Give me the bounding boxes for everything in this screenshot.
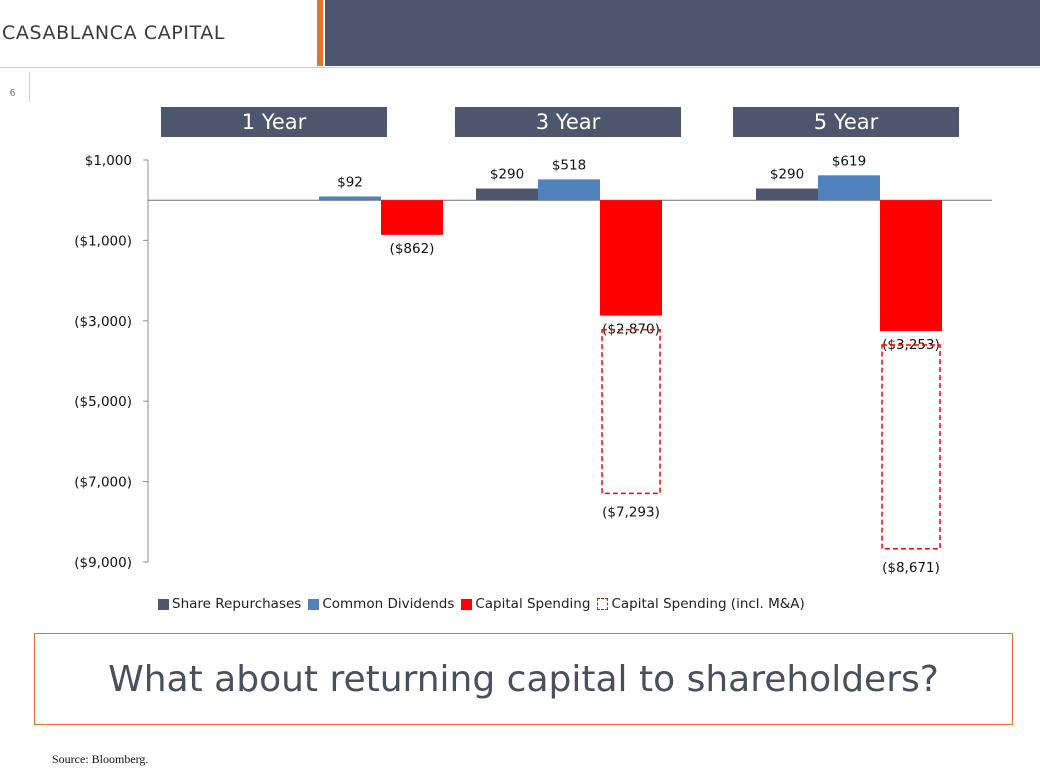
y-tick-label: ($5,000) (74, 394, 132, 410)
header-divider (0, 67, 1040, 68)
source-note: Source: Bloomberg. (52, 752, 149, 766)
y-tick-label: ($3,000) (74, 314, 132, 330)
common-dividends-bar-5-year (818, 175, 880, 201)
capital-spending-ma-data-label-5-year: ($8,671) (882, 560, 940, 576)
capital-spending-bar-5-year (880, 200, 942, 331)
header-band (325, 0, 1040, 66)
page-number: 6 (10, 88, 15, 99)
legend-item-share-repurchases: Share Repurchases (158, 596, 301, 612)
legend-label-share-repurchases: Share Repurchases (172, 596, 302, 612)
legend-swatch-capital-spending-ma (597, 598, 609, 610)
common-dividends-data-label-3-year: $518 (552, 157, 586, 173)
period-header-3-year: 3 Year (455, 107, 681, 137)
legend-swatch-share-repurchases (158, 598, 169, 610)
chart-legend: Share Repurchases Common Dividends Capit… (158, 596, 812, 612)
share-repurchases-bar-5-year (756, 188, 818, 201)
period-header-5-year: 5 Year (733, 107, 959, 137)
brand-logo: CASABLANCA CAPITAL (0, 0, 318, 66)
callout-text: What about returning capital to sharehol… (108, 658, 939, 700)
capital-spending-data-label-1-year: ($862) (390, 241, 435, 257)
legend-label-capital-spending-ma: Capital Spending (incl. M&A) (611, 596, 805, 612)
legend-label-common-dividends: Common Dividends (322, 596, 455, 612)
legend-item-common-dividends: Common Dividends (308, 596, 454, 612)
legend-swatch-capital-spending (461, 598, 473, 610)
y-tick-label: $1,000 (85, 153, 132, 169)
y-tick-label: ($9,000) (74, 555, 132, 571)
share-repurchases-data-label-3-year: $290 (490, 167, 524, 183)
capital-spending-bar-3-year (600, 200, 662, 316)
legend-item-capital-spending-ma: Capital Spending (incl. M&A) (597, 596, 805, 612)
capital-spending-ma-bar-3-year (601, 328, 661, 495)
period-header-1-year: 1 Year (161, 107, 387, 137)
capital-allocation-chart: $1,000 ($1,000) ($3,000) ($5,000) ($7,000) ($… (74, 153, 992, 576)
common-dividends-bar-1-year (319, 196, 381, 201)
callout-box: What about returning capital to sharehol… (34, 633, 1013, 725)
brand-name: CASABLANCA CAPITAL (2, 22, 226, 44)
header-accent-bar (317, 0, 323, 66)
y-tick-label: ($7,000) (74, 475, 132, 491)
legend-label-capital-spending: Capital Spending (475, 596, 591, 612)
legend-swatch-common-dividends (308, 598, 320, 610)
page-number-divider (29, 72, 30, 102)
capital-spending-bar-1-year (381, 200, 443, 235)
common-dividends-data-label-5-year: $619 (832, 153, 866, 169)
common-dividends-data-label-1-year: $92 (337, 175, 363, 191)
capital-spending-ma-data-label-3-year: ($7,293) (602, 504, 660, 520)
common-dividends-bar-3-year (538, 179, 600, 201)
share-repurchases-bar-3-year (476, 188, 538, 201)
legend-item-capital-spending: Capital Spending (461, 596, 590, 612)
y-tick-label: ($1,000) (74, 233, 132, 249)
share-repurchases-data-label-5-year: $290 (770, 167, 804, 183)
capital-spending-ma-bar-5-year (881, 344, 941, 550)
